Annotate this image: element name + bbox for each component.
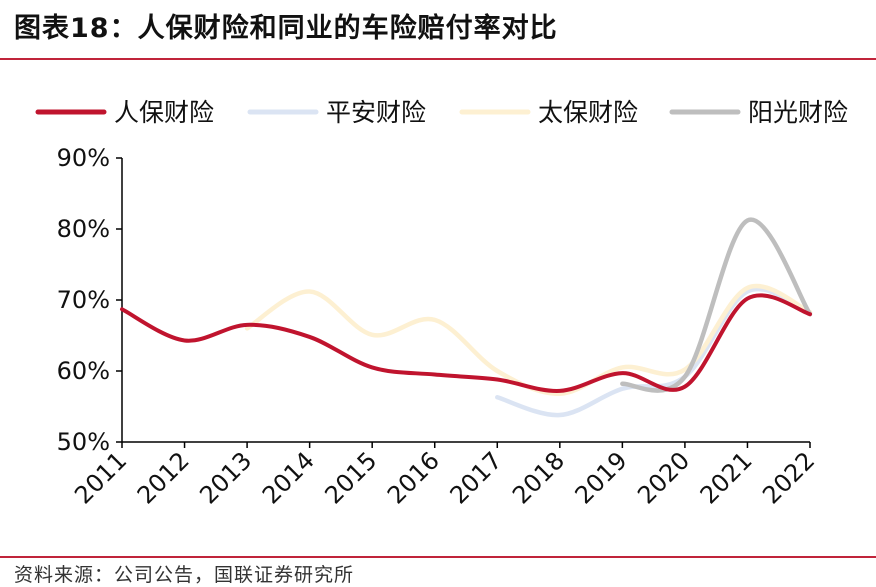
chart-legend: 人保财险 平安财险 太保财险 阳光财险	[38, 98, 848, 127]
source-note: 资料来源：公司公告，国联证券研究所	[14, 560, 354, 587]
x-tick-label: 2019	[570, 446, 633, 509]
x-tick-label: 2022	[757, 446, 820, 509]
title-divider	[0, 58, 876, 60]
x-tick-label: 2017	[445, 446, 508, 509]
y-tick-label: 50%	[57, 428, 110, 456]
legend-label-1: 人保财险	[114, 98, 214, 127]
chart-series	[122, 220, 810, 415]
x-tick-label: 2021	[695, 446, 758, 509]
y-tick-label: 60%	[57, 357, 110, 385]
y-tick-label: 80%	[57, 215, 110, 243]
x-tick-label: 2016	[382, 446, 445, 509]
chart-axes: 50% 60% 70% 80% 90%	[57, 144, 810, 456]
x-tick-label: 2018	[507, 446, 570, 509]
y-tick-label: 70%	[57, 286, 110, 314]
source-divider	[0, 556, 876, 558]
chart-title: 图表18：人保财险和同业的车险赔付率对比	[14, 6, 558, 45]
x-tick-label: 2014	[257, 446, 320, 509]
x-tick-label: 2012	[132, 446, 195, 509]
legend-label-3: 太保财险	[538, 98, 638, 127]
series-line-3	[247, 286, 810, 394]
legend-label-4: 阳光财险	[748, 98, 848, 127]
y-tick-label: 90%	[57, 144, 110, 172]
x-tick-label: 2015	[319, 446, 382, 509]
series-line-2	[497, 289, 810, 415]
series-line-4	[622, 220, 810, 391]
legend-label-2: 平安财险	[326, 98, 426, 127]
x-tick-label: 2020	[632, 446, 695, 509]
x-tick-label: 2013	[194, 446, 257, 509]
